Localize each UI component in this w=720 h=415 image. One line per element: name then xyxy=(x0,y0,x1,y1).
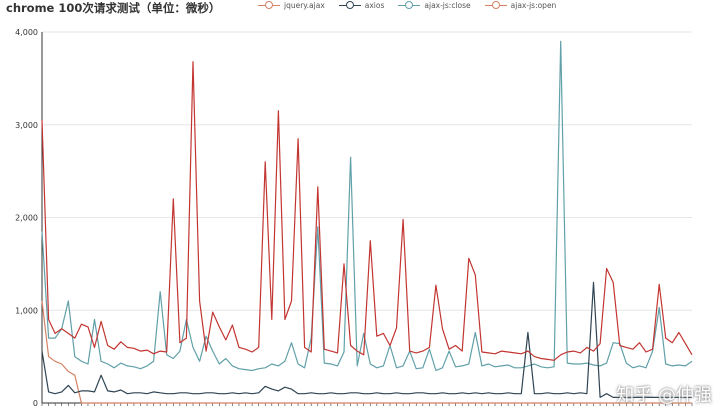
y-tick-label: 2,000 xyxy=(15,214,38,223)
legend-label: ajax-js:open xyxy=(510,0,557,10)
y-tick-label: 4,000 xyxy=(15,28,38,37)
series-line-jquery-ajax xyxy=(41,61,693,361)
y-tick-label: 1,000 xyxy=(15,306,38,315)
series-line-ajax-js-open xyxy=(41,300,692,404)
legend-swatch-icon xyxy=(258,0,280,10)
series-line-axios xyxy=(41,281,692,398)
legend-item-axios[interactable]: axios xyxy=(338,0,385,10)
legend-label: ajax-js:close xyxy=(424,0,471,10)
legend-swatch-icon xyxy=(398,0,421,10)
watermark: 知乎 @仲强 xyxy=(616,385,712,406)
chart-title: chrome 100次请求测试（单位：微秒） xyxy=(6,1,221,15)
legend-swatch-icon xyxy=(484,0,507,10)
legend-item-ajax-js-open[interactable]: ajax-js:open xyxy=(484,0,557,10)
y-tick-label: 0 xyxy=(33,399,38,408)
legend-item-jquery-ajax[interactable]: jquery.ajax xyxy=(258,0,325,10)
series-line-ajax-js-close xyxy=(41,40,693,372)
y-tick-label: 3,000 xyxy=(15,121,38,130)
legend: jquery.ajax axios ajax-js:close ajax-js:… xyxy=(258,0,556,10)
legend-swatch-icon xyxy=(338,0,361,10)
legend-label: jquery.ajax xyxy=(284,0,325,10)
legend-label: axios xyxy=(364,0,385,10)
legend-item-ajax-js-close[interactable]: ajax-js:close xyxy=(398,0,471,10)
